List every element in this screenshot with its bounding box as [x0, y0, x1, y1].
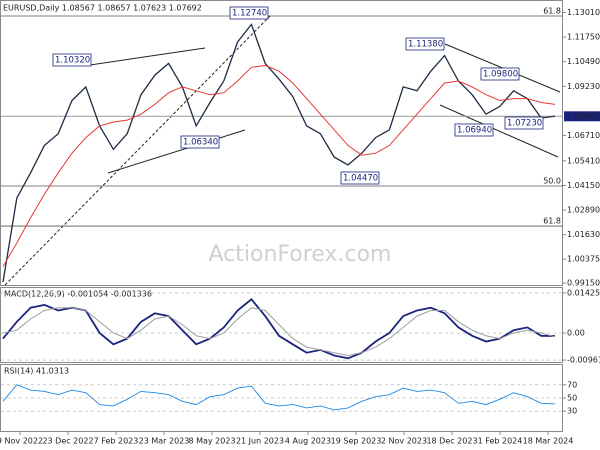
- y-tick-label: 1.10490: [567, 57, 600, 66]
- annotation: 1.10320: [55, 56, 90, 66]
- x-tick-label: 8 May 2023: [188, 437, 235, 446]
- chart-title: EURUSD,Daily 1.08567 1.08657 1.07623 1.0…: [3, 4, 202, 13]
- y-tick-label: 1.02890: [567, 206, 600, 215]
- rsi-panel: [0, 364, 563, 432]
- main-panel: [0, 0, 563, 286]
- macd-tick-label: 0.00: [567, 329, 585, 338]
- trendline: [439, 104, 559, 158]
- watermark: ActionForex.com: [209, 242, 392, 267]
- x-tick-label: 18 Dec 2023: [426, 437, 477, 446]
- rsi-tick-label: 70: [567, 380, 577, 389]
- y-tick-label: 1.00375: [567, 255, 600, 264]
- macd-tick-label: -0.009617: [567, 356, 600, 365]
- current-price-box: [564, 111, 600, 122]
- annotation-box: [480, 67, 520, 81]
- y-tick-label: 0.99150: [567, 279, 600, 288]
- rsi-line: [2, 384, 556, 411]
- trendline: [89, 47, 206, 66]
- annotation: 1.12740: [232, 9, 267, 19]
- annotation-box: [454, 123, 494, 137]
- current-price-label: 1.07692: [567, 112, 600, 121]
- y-tick-label: 1.04150: [567, 181, 600, 190]
- macd-line: [2, 298, 556, 360]
- y-tick-label: 1.11750: [567, 33, 600, 42]
- x-tick-label: 1 Feb 2024: [478, 437, 523, 446]
- annotation-box: [52, 53, 92, 67]
- y-tick-label: 1.01630: [567, 230, 600, 239]
- fib-label: 61.8: [543, 7, 561, 16]
- x-tick-label: 2 Nov 2023: [381, 437, 427, 446]
- sma-line: [2, 64, 556, 267]
- price-line: [2, 23, 556, 283]
- trendline: [107, 129, 246, 174]
- annotation: 1.09800: [483, 70, 518, 80]
- annotation-box: [405, 37, 445, 51]
- macd-tick-label: 0.014251: [567, 288, 600, 297]
- fib-label: 61.8: [543, 217, 561, 226]
- annotation-box: [504, 116, 544, 130]
- annotation-box: [229, 6, 269, 20]
- x-tick-label: 7 Feb 2023: [94, 437, 139, 446]
- x-tick-label: 19 Sep 2023: [331, 437, 382, 446]
- annotation-box: [180, 135, 220, 149]
- x-tick-label: 4 Aug 2023: [285, 437, 331, 446]
- y-tick-label: 1.05410: [567, 156, 600, 165]
- annotation-box: [340, 171, 380, 185]
- annotation: 1.06940: [457, 126, 492, 136]
- macd-panel: [0, 287, 563, 363]
- rsi-title: RSI(14) 41.0313: [4, 367, 69, 376]
- y-tick-label: 1.13010: [567, 8, 600, 17]
- x-tick-label: 23 Dec 2022: [42, 437, 93, 446]
- signal-line: [2, 307, 556, 357]
- rsi-tick-label: 30: [567, 407, 577, 416]
- x-tick-label: 23 Mar 2023: [139, 437, 190, 446]
- fib-label: 50.0: [543, 177, 561, 186]
- annotation: 1.04470: [343, 174, 378, 184]
- x-tick-label: 21 Jun 2023: [236, 437, 284, 446]
- annotation: 1.11380: [408, 40, 443, 50]
- annotation: 1.07230: [507, 119, 542, 129]
- trendline: [4, 15, 271, 286]
- x-tick-label: 18 Mar 2024: [523, 437, 574, 446]
- annotation: 1.06340: [183, 138, 218, 148]
- x-tick-label: 9 Nov 2022: [0, 437, 43, 446]
- y-tick-label: 1.09230: [567, 82, 600, 91]
- y-tick-label: 1.06710: [567, 131, 600, 140]
- macd-title: MACD(12,26,9) -0.001054 -0.001336: [4, 290, 152, 299]
- rsi-tick-label: 50: [567, 394, 577, 403]
